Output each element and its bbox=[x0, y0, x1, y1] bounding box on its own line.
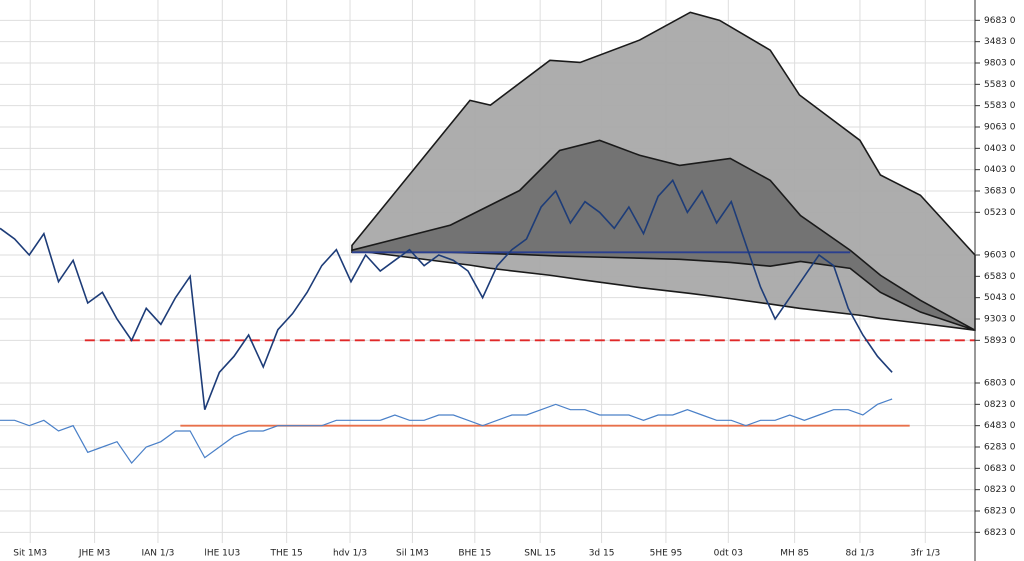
y-tick-label: 0683 0 bbox=[984, 464, 1016, 474]
x-tick-label: 3fr 1/3 bbox=[910, 549, 940, 559]
y-tick-label: 9303 0 bbox=[984, 315, 1016, 325]
x-tick-label: 3d 15 bbox=[589, 549, 615, 559]
x-tick-label: THE 15 bbox=[270, 549, 303, 559]
y-tick-label: 5043 0 bbox=[984, 293, 1016, 303]
y-tick-label: 6583 0 bbox=[984, 272, 1016, 282]
y-tick-label: 3483 0 bbox=[984, 37, 1016, 47]
x-tick-label: Sit 1M3 bbox=[13, 549, 47, 559]
y-tick-label: 6483 0 bbox=[984, 421, 1016, 431]
x-tick-label: 5HE 95 bbox=[650, 549, 683, 559]
y-tick-label: 6823 0 bbox=[984, 507, 1016, 517]
x-tick-label: MH 85 bbox=[780, 549, 809, 559]
x-tick-label: 8d 1/3 bbox=[846, 549, 875, 559]
y-tick-label: 9683 0 bbox=[984, 16, 1016, 26]
y-tick-label: 9063 0 bbox=[984, 123, 1016, 133]
y-tick-label: 9803 0 bbox=[984, 59, 1016, 69]
series-line bbox=[0, 398, 893, 464]
x-tick-label: 0dt 03 bbox=[714, 549, 743, 559]
y-tick-label: 6823 0 bbox=[984, 528, 1016, 538]
y-tick-label: 5583 0 bbox=[984, 80, 1016, 90]
x-tick-label: JHE M3 bbox=[78, 549, 110, 559]
y-tick-label: 5893 0 bbox=[984, 336, 1016, 346]
x-tick-label: BHE 15 bbox=[458, 549, 491, 559]
x-tick-label: hdv 1/3 bbox=[333, 549, 367, 559]
area bbox=[351, 139, 976, 331]
x-tick-label: SNL 15 bbox=[524, 549, 556, 559]
y-tick-label: 6803 0 bbox=[984, 379, 1016, 389]
series-line bbox=[0, 178, 893, 410]
y-tick-label: 0823 0 bbox=[984, 485, 1016, 495]
x-tick-label: Sil 1M3 bbox=[396, 549, 429, 559]
y-tick-label: 0523 0 bbox=[984, 208, 1016, 218]
y-tick-label: 6283 0 bbox=[984, 443, 1016, 453]
y-tick-label: 0403 0 bbox=[984, 165, 1016, 175]
y-tick-label: 0403 0 bbox=[984, 144, 1016, 154]
x-tick-label: IAN 1/3 bbox=[142, 549, 175, 559]
x-tick-label: lHE 1U3 bbox=[204, 549, 240, 559]
y-tick-label: 3683 0 bbox=[984, 187, 1016, 197]
y-tick-label: 5583 0 bbox=[984, 101, 1016, 111]
y-tick-label: 9603 0 bbox=[984, 251, 1016, 261]
y-tick-label: 0823 0 bbox=[984, 400, 1016, 410]
